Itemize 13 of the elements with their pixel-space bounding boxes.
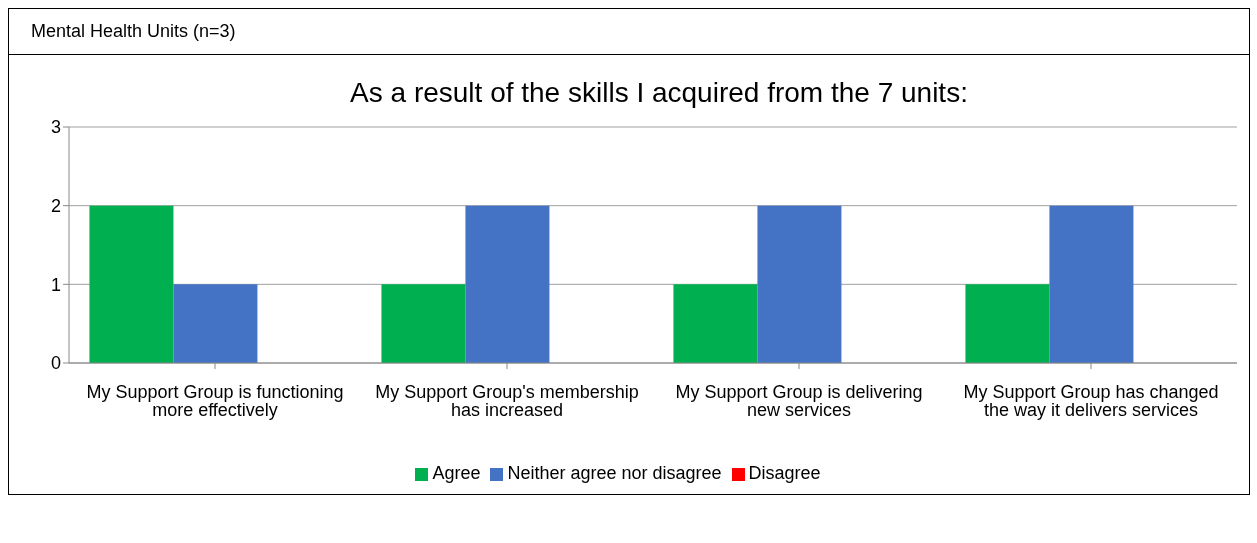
chart-title: As a result of the skills I acquired from the 7 units: (349, 77, 969, 109)
legend-label: Disagree (748, 463, 821, 483)
text: Mental Health Units (n=3) (9, 9, 1249, 55)
x-tick-label: My Support Group is delivering new services (675, 381, 923, 420)
y-tick-label: 2 (50, 196, 61, 217)
y-tick-label: 3 (50, 117, 61, 138)
y-tick-label: 1 (50, 274, 61, 295)
x-tick-label: My Support Group has changed the way it delivers services (963, 381, 1219, 420)
y-tick-label: 0 (50, 353, 61, 374)
legend-label: Neither agree nor disagree (507, 463, 722, 483)
legend-label: Agree (432, 463, 481, 483)
x-tick-label: My Support Group's membership has increased (375, 381, 639, 420)
x-tick-label: My Support Group is functioning more effectively (86, 381, 344, 420)
